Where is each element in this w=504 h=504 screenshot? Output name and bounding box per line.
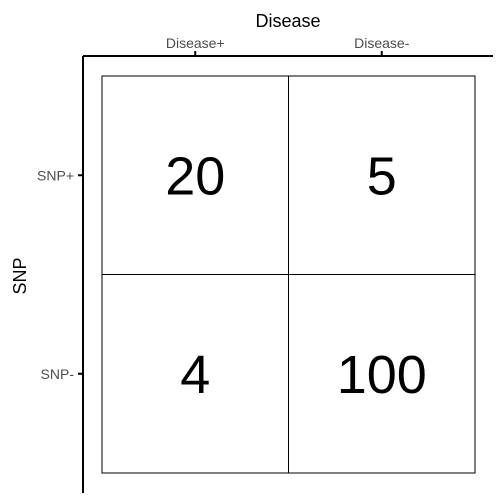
cell-value: 20: [165, 146, 225, 206]
y-tick-label: SNP-: [41, 366, 75, 382]
y-axis-title: SNP: [10, 257, 30, 294]
table-cell: [288, 75, 476, 275]
cell-value: 100: [337, 345, 427, 405]
table-cells: 20 5 4 100: [101, 75, 476, 474]
x-axis: Disease+ Disease-: [83, 35, 493, 57]
table-cell: [101, 75, 289, 275]
x-tick-label: Disease+: [166, 35, 225, 51]
x-tick-label: Disease-: [354, 35, 410, 51]
y-axis: SNP+ SNP-: [37, 56, 84, 493]
cell-value: 4: [180, 345, 210, 405]
cell-value: 5: [367, 146, 397, 206]
y-tick-label: SNP+: [37, 167, 74, 183]
x-axis-title: Disease: [255, 11, 320, 31]
table-cell: [101, 274, 289, 474]
table-cell: [288, 274, 476, 474]
